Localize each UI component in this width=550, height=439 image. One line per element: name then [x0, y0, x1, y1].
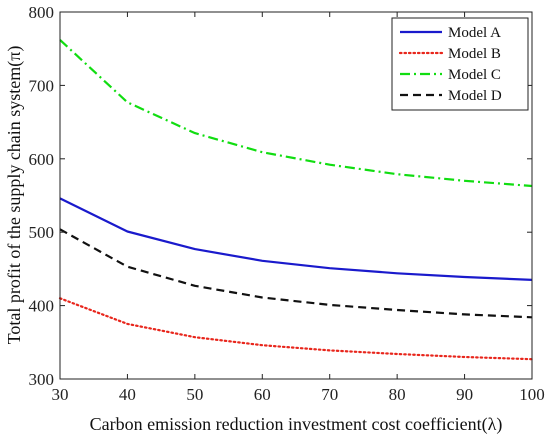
x-axis-label: Carbon emission reduction investment cos… [90, 414, 503, 435]
legend-label: Model D [448, 88, 502, 104]
plot-frame [59, 11, 533, 380]
x-tick-label: 50 [186, 385, 203, 404]
y-tick-label: 800 [29, 3, 55, 22]
x-tick-label: 70 [321, 385, 338, 404]
series-line-model-a [59, 197, 533, 281]
y-axis-label: Total profit of the supply chain system(… [4, 46, 25, 345]
x-tick-label: 60 [254, 385, 271, 404]
x-tick-label: 40 [119, 385, 136, 404]
x-tick-label: 100 [519, 385, 545, 404]
y-tick-label: 500 [29, 223, 55, 242]
series-line-model-b [58, 297, 534, 361]
series-line-model-c [59, 39, 533, 188]
series-line-model-d [59, 228, 533, 319]
legend-label: Model C [448, 67, 501, 83]
legend: Model A Model B Model C Model D [391, 17, 529, 111]
x-tick-label: 80 [389, 385, 406, 404]
x-tick-label: 90 [456, 385, 473, 404]
ticks-layer: 30 40 50 60 70 80 90 100 300 400 500 600 700 800 [29, 3, 545, 404]
y-tick-label: 400 [29, 297, 55, 316]
y-tick-label: 600 [29, 150, 55, 169]
y-tick-label: 700 [29, 76, 55, 95]
series-layer [58, 39, 534, 361]
y-tick-label: 300 [29, 370, 55, 389]
legend-label: Model A [448, 25, 501, 41]
x-tick-label: 30 [52, 385, 69, 404]
legend-label: Model B [448, 46, 501, 62]
